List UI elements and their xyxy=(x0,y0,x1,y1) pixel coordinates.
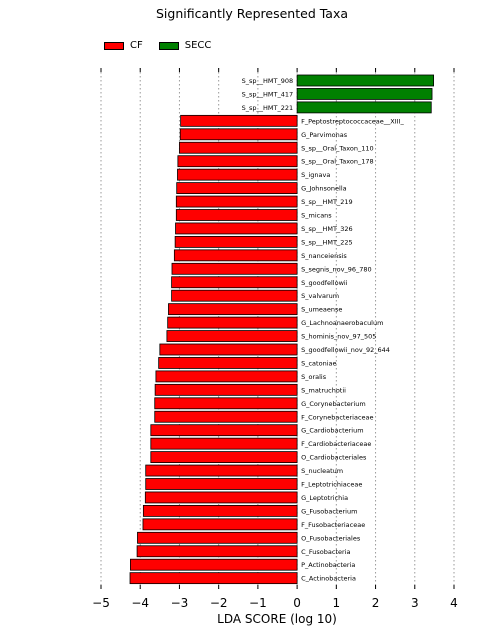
bar xyxy=(177,155,298,168)
x-tick-label: −3 xyxy=(171,596,189,610)
bar xyxy=(136,545,298,558)
bar-category-label: S_catoniae xyxy=(301,359,336,367)
bar xyxy=(150,437,298,450)
bar-category-label: S_sp__Oral_Taxon_178 xyxy=(301,158,374,166)
x-axis-label: LDA SCORE (log 10) xyxy=(217,612,337,626)
bar-category-label: S_sp__HMT_908 xyxy=(242,77,294,85)
bar xyxy=(171,289,298,302)
bar-category-label: S_goodfellowii xyxy=(301,279,348,287)
bar-category-label: G_Johnsonella xyxy=(301,185,347,193)
bar-category-label: G_Leptotrichia xyxy=(301,494,348,502)
bar xyxy=(129,572,298,585)
bar xyxy=(167,316,298,329)
bar-category-label: G_Parvimonas xyxy=(301,131,348,139)
bar xyxy=(179,128,298,141)
bar-category-label: F_Cardiobacteriaceae xyxy=(301,440,371,448)
bar xyxy=(168,303,298,316)
bar xyxy=(179,141,298,154)
bar xyxy=(166,330,298,342)
bar-category-label: F_Corynebacteriaceae xyxy=(301,413,373,421)
bar-category-label: F_Peptostreptococcaceae__XIII_ xyxy=(301,117,404,125)
bar-category-label: F_Fusobacteriaceae xyxy=(301,521,365,529)
bar xyxy=(173,249,298,262)
x-tick-label: 2 xyxy=(372,596,380,610)
bar xyxy=(144,491,298,504)
legend-swatch-secc xyxy=(158,41,179,50)
bar-category-label: O_Cardiobacteriales xyxy=(301,454,367,462)
x-tick-label: −5 xyxy=(92,596,110,610)
bar xyxy=(154,410,298,423)
bar-category-label: S_nucleatum xyxy=(301,467,343,475)
legend-item-secc: SECC xyxy=(158,40,212,51)
bar-category-label: O_Fusobacteriales xyxy=(301,534,361,542)
bar xyxy=(154,397,298,410)
bar-category-label: S_hominis_nov_97_505 xyxy=(301,333,376,341)
bar-category-label: P_Actinobacteria xyxy=(301,561,355,569)
bar-category-label: S_sp__HMT_219 xyxy=(301,198,353,206)
bar xyxy=(171,276,298,289)
bar xyxy=(296,88,433,100)
bar-category-label: S_valvarum xyxy=(301,292,339,300)
bar xyxy=(158,357,298,369)
bar xyxy=(175,209,298,221)
bar-category-label: S_nanceiensis xyxy=(301,252,347,260)
bar-category-label: S_sp__HMT_221 xyxy=(242,104,294,112)
bar-category-label: S_micans xyxy=(301,212,332,220)
bar xyxy=(142,518,298,531)
bar-category-label: S_sp__HMT_225 xyxy=(301,238,353,246)
bar-category-label: S_sp__HMT_326 xyxy=(301,225,353,233)
bar xyxy=(130,558,298,571)
bar xyxy=(145,464,298,477)
bar xyxy=(142,504,298,517)
bar xyxy=(296,101,432,114)
bar-category-label: C_Fusobacteria xyxy=(301,548,350,556)
bar-category-label: G_Corynebacterium xyxy=(301,400,366,408)
bar xyxy=(159,343,298,356)
bar xyxy=(175,195,298,208)
bar xyxy=(177,168,298,181)
bar-category-label: S_sp__Oral_Taxon_110 xyxy=(301,144,374,152)
x-tick-label: −1 xyxy=(249,596,267,610)
x-tick-label: 3 xyxy=(411,596,419,610)
bar xyxy=(155,370,298,383)
bar xyxy=(296,74,435,87)
x-tick-label: −2 xyxy=(210,596,228,610)
bar-category-label: C_Actinobacteria xyxy=(301,575,356,583)
bar xyxy=(176,182,298,195)
x-tick-label: −4 xyxy=(131,596,149,610)
bar-category-label: S_sp__HMT_417 xyxy=(242,90,294,98)
bar xyxy=(171,262,298,275)
bar-category-label: S_segnis_nov_96_780 xyxy=(301,265,372,273)
bar-category-label: F_Leptotrichiaceae xyxy=(301,481,362,489)
x-tick-label: 1 xyxy=(333,596,341,610)
legend: CF SECC xyxy=(104,40,211,51)
chart-title: Significantly Represented Taxa xyxy=(155,6,349,21)
bar-category-label: G_Lachnoanaerobaculum xyxy=(301,319,383,327)
legend-label-cf: CF xyxy=(130,40,143,51)
bar-category-label: S_goodfellowii_nov_92_644 xyxy=(301,346,390,354)
bar-category-label: S_umeaense xyxy=(301,306,342,314)
bar xyxy=(154,383,298,396)
legend-label-secc: SECC xyxy=(184,40,212,51)
bar-category-label: S_matruchotii xyxy=(301,386,346,394)
bar xyxy=(175,222,298,235)
x-tick-label: 4 xyxy=(450,596,458,610)
bar xyxy=(150,424,298,437)
bar xyxy=(174,235,298,248)
bar xyxy=(137,531,298,544)
bar xyxy=(150,451,298,464)
bar-category-label: S_ignava xyxy=(301,171,330,179)
x-tick-label: 0 xyxy=(293,596,301,610)
legend-item-cf: CF xyxy=(104,40,143,51)
bar-category-label: G_Fusobacterium xyxy=(301,507,357,515)
bar xyxy=(145,478,298,490)
bar-category-label: G_Cardiobacterium xyxy=(301,427,363,435)
legend-swatch-cf xyxy=(104,41,124,50)
bar-category-label: S_oralis xyxy=(301,373,327,381)
bar xyxy=(180,114,298,127)
